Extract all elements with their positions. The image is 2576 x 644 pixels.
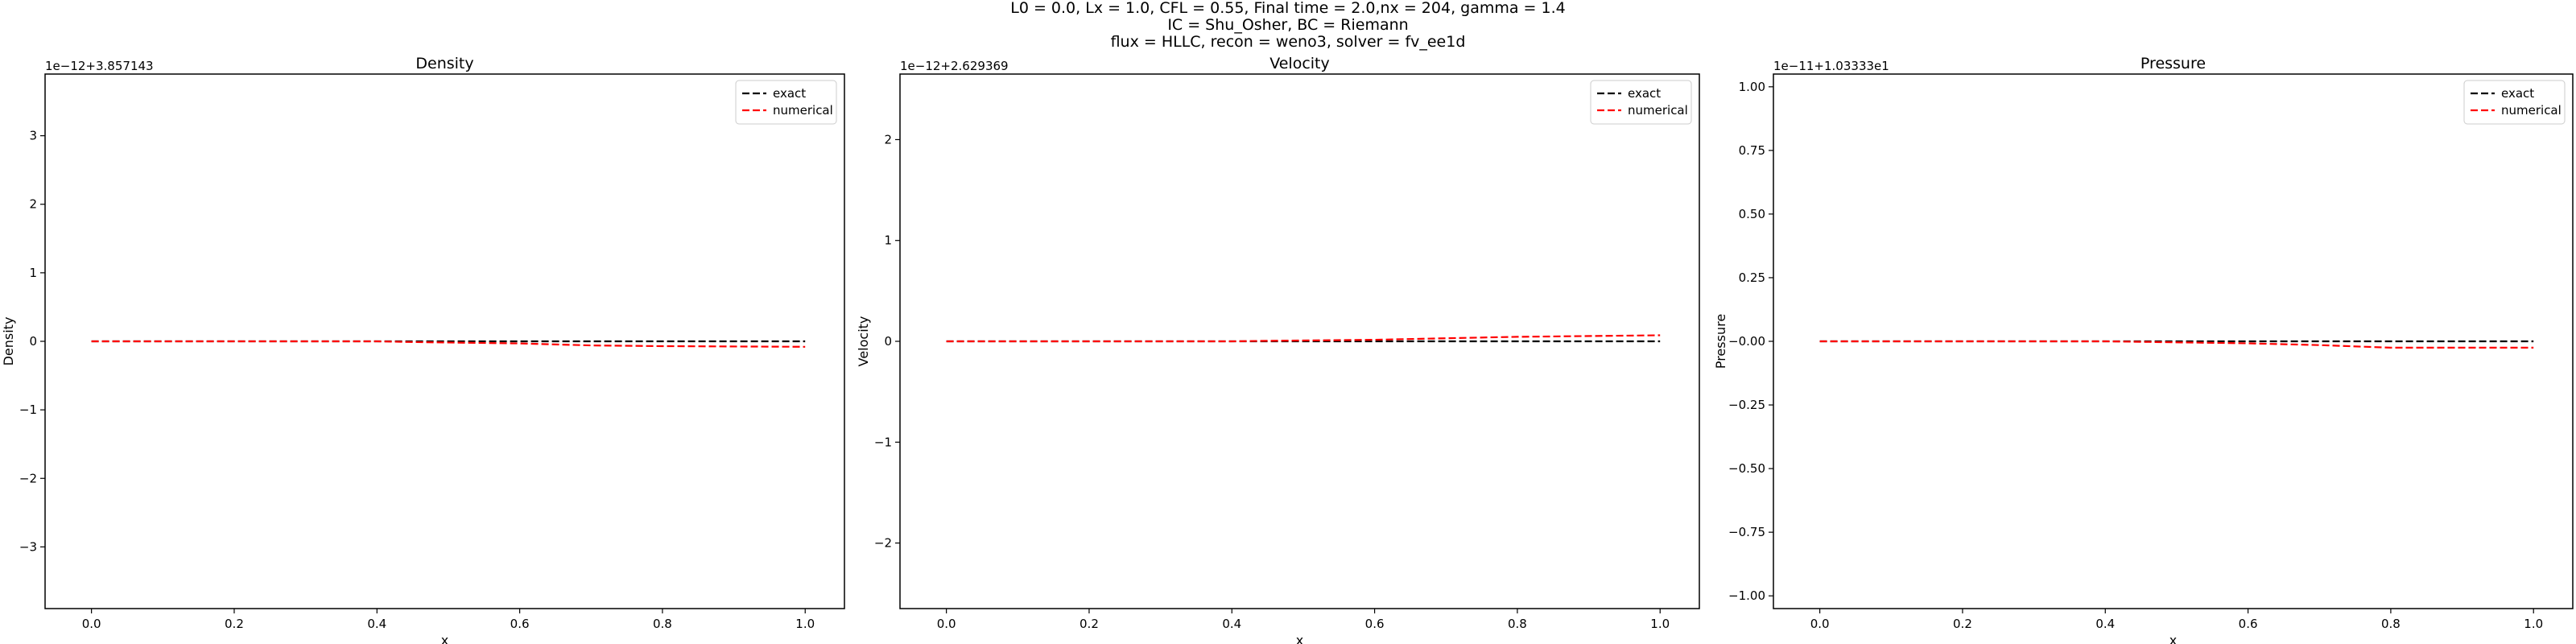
density-xtick-label: 0.6: [510, 617, 530, 631]
density-ytick-label: −1: [19, 402, 37, 417]
velocity-ytick-label: −2: [874, 536, 892, 551]
density-xtick-label: 0.2: [225, 617, 244, 631]
density-xtick-label: 0.4: [367, 617, 386, 631]
density-ytick-label: 3: [29, 129, 37, 143]
velocity-legend-exact-label: exact: [1628, 86, 1661, 101]
pressure-numerical-line: [1819, 340, 2534, 349]
velocity-legend-box: [1590, 80, 1692, 125]
pressure-xtick-label: 0.0: [1810, 617, 1830, 631]
figure-suptitle: L0 = 0.0, Lx = 1.0, CFL = 0.55, Final ti…: [0, 0, 2576, 51]
velocity-ytick-label: 2: [884, 132, 892, 147]
density-ytick-label: 0: [29, 334, 37, 349]
pressure-ytick-label: −0.25: [1728, 398, 1765, 412]
pressure-ytick-label: 1.00: [1739, 80, 1765, 94]
velocity-ytick-label: 0: [884, 334, 892, 349]
density-ytick-label: −2: [19, 471, 37, 485]
density-numerical-line: [91, 340, 806, 348]
suptitle-line-2: IC = Shu_Osher, BC = Riemann: [1167, 16, 1409, 34]
density-panel: 0.0 0.2 0.4 0.6 0.8 1.0 3 2 1 0 −1 −2 −3 Density x Dens…: [1, 55, 845, 644]
density-xtick-label: 1.0: [795, 617, 815, 631]
pressure-ytick-label: −1.00: [1728, 588, 1765, 603]
velocity-xtick-label: 0.8: [1508, 617, 1527, 631]
velocity-legend-numerical-label: numerical: [1628, 103, 1688, 118]
density-xtick-label: 0.0: [82, 617, 101, 631]
density-legend-exact-label: exact: [773, 86, 806, 101]
pressure-legend-numerical-label: numerical: [2501, 103, 2562, 118]
velocity-xtick-label: 0.6: [1365, 617, 1385, 631]
velocity-numerical-line: [946, 334, 1661, 343]
velocity-xtick-label: 1.0: [1650, 617, 1670, 631]
pressure-xtick-label: 0.2: [1953, 617, 1972, 631]
pressure-x-axis-label: x: [2169, 633, 2177, 644]
pressure-ytick-label: −0.75: [1728, 525, 1765, 539]
density-xtick-label: 0.8: [653, 617, 672, 631]
velocity-xtick-label: 0.2: [1080, 617, 1099, 631]
pressure-panel: 0.0 0.2 0.4 0.6 0.8 1.0 1.00 0.75 0.50 0.25 −0.00 −…: [1713, 55, 2574, 644]
pressure-ytick-label: 0.25: [1739, 270, 1765, 285]
velocity-ytick-label: −1: [874, 435, 892, 449]
velocity-y-axis-label: Velocity: [856, 316, 871, 367]
pressure-offset-text: 1e−11+1.03333e1: [1773, 59, 1889, 73]
pressure-legend-box: [2463, 80, 2566, 125]
velocity-xtick-label: 0.0: [937, 617, 956, 631]
density-x-axis-label: x: [441, 633, 448, 644]
density-y-axis-label: Density: [1, 317, 16, 366]
pressure-legend-exact-label: exact: [2501, 86, 2534, 101]
suptitle-line-3: flux = HLLC, recon = weno3, solver = fv_…: [1110, 33, 1466, 51]
velocity-x-axis-label: x: [1296, 633, 1303, 644]
velocity-panel-title: Velocity: [1269, 55, 1330, 72]
density-ytick-label: 1: [29, 266, 37, 280]
pressure-ytick-label: −0.50: [1728, 461, 1765, 476]
density-panel-title: Density: [415, 55, 473, 72]
density-ytick-label: 2: [29, 197, 37, 212]
density-legend-box: [735, 80, 837, 125]
pressure-panel-title: Pressure: [2140, 55, 2206, 72]
pressure-ytick-label: 0.75: [1739, 143, 1765, 158]
pressure-y-axis-label: Pressure: [1713, 314, 1728, 369]
pressure-xtick-label: 1.0: [2524, 617, 2543, 631]
velocity-ytick-label: 1: [884, 233, 892, 248]
pressure-ytick-label: −0.00: [1728, 334, 1765, 349]
pressure-xtick-label: 0.6: [2239, 617, 2258, 631]
velocity-offset-text: 1e−12+2.629369: [900, 59, 1009, 73]
density-ytick-label: −3: [19, 539, 37, 554]
pressure-xtick-label: 0.8: [2381, 617, 2401, 631]
velocity-xtick-label: 0.4: [1222, 617, 1241, 631]
pressure-ytick-label: 0.50: [1739, 207, 1765, 221]
pressure-xtick-label: 0.4: [2095, 617, 2115, 631]
suptitle-line-1: L0 = 0.0, Lx = 1.0, CFL = 0.55, Final ti…: [1010, 0, 1566, 17]
density-offset-text: 1e−12+3.857143: [45, 59, 154, 73]
velocity-panel: 0.0 0.2 0.4 0.6 0.8 1.0 2 1 0 −1 −2 Velocity x Veloci…: [856, 55, 1700, 644]
density-legend-numerical-label: numerical: [773, 103, 833, 118]
